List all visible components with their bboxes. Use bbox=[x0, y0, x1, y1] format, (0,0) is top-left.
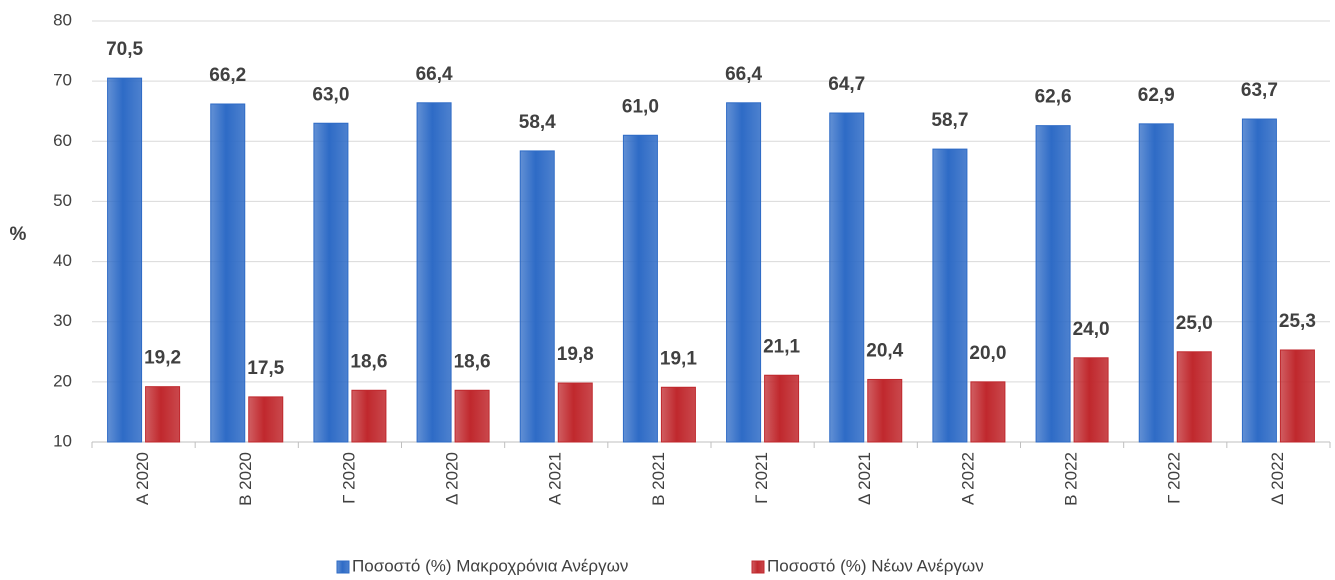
y-axis-title: % bbox=[10, 224, 27, 245]
y-tick-label: 10 bbox=[53, 431, 72, 450]
bar bbox=[1279, 349, 1315, 443]
x-tick-label: Β 2021 bbox=[649, 452, 668, 506]
value-label: 58,7 bbox=[931, 110, 968, 131]
bar bbox=[1138, 123, 1174, 443]
y-tick-label: 30 bbox=[53, 311, 72, 330]
value-label: 63,0 bbox=[312, 84, 349, 105]
value-label: 70,5 bbox=[106, 39, 143, 60]
value-label: 61,0 bbox=[622, 96, 659, 117]
bar bbox=[660, 386, 696, 443]
x-tick-label: Δ 2021 bbox=[855, 452, 874, 505]
bar bbox=[210, 103, 246, 443]
bar bbox=[248, 396, 284, 443]
value-label: 19,1 bbox=[660, 348, 697, 369]
value-label: 66,2 bbox=[209, 65, 246, 86]
value-label: 18,6 bbox=[350, 351, 387, 372]
y-tick-label: 20 bbox=[53, 371, 72, 390]
bar bbox=[519, 150, 555, 443]
y-tick-label: 60 bbox=[53, 131, 72, 150]
value-label: 24,0 bbox=[1073, 319, 1110, 340]
bar bbox=[622, 134, 658, 443]
legend-label: Ποσοστό (%) Νέων Ανέργων bbox=[767, 556, 984, 575]
value-label: 62,9 bbox=[1138, 85, 1175, 106]
bar bbox=[1176, 351, 1212, 443]
y-tick-label: 70 bbox=[53, 71, 72, 90]
x-tick-label: Α 2021 bbox=[546, 452, 565, 505]
value-label: 66,4 bbox=[416, 64, 453, 85]
value-label: 62,6 bbox=[1035, 87, 1072, 108]
value-label: 25,3 bbox=[1279, 311, 1316, 332]
bar bbox=[1241, 118, 1277, 443]
x-tick-label: Δ 2020 bbox=[443, 452, 462, 505]
x-tick-label: Α 2022 bbox=[958, 452, 977, 505]
bar bbox=[867, 378, 903, 443]
legend-label: Ποσοστό (%) Μακροχρόνια Ανέργων bbox=[352, 556, 628, 575]
value-label: 66,4 bbox=[725, 64, 762, 85]
value-label: 18,6 bbox=[454, 351, 491, 372]
bar bbox=[454, 389, 490, 443]
y-tick-label: 50 bbox=[53, 191, 72, 210]
value-label: 63,7 bbox=[1241, 80, 1278, 101]
x-tick-label: Β 2020 bbox=[236, 452, 255, 506]
bar bbox=[351, 389, 387, 443]
value-label: 64,7 bbox=[828, 74, 865, 95]
bar bbox=[1073, 357, 1109, 443]
value-label: 17,5 bbox=[247, 358, 284, 379]
bar bbox=[970, 381, 1006, 443]
value-label: 19,8 bbox=[557, 344, 594, 365]
bar bbox=[107, 77, 143, 443]
value-label: 20,0 bbox=[969, 343, 1006, 364]
bar bbox=[416, 102, 452, 443]
bar bbox=[1035, 125, 1071, 443]
x-tick-label: Α 2020 bbox=[133, 452, 152, 505]
bar bbox=[764, 374, 800, 443]
bar bbox=[313, 122, 349, 443]
y-tick-label: 80 bbox=[53, 10, 72, 29]
value-label: 20,4 bbox=[866, 340, 903, 361]
value-label: 58,4 bbox=[519, 112, 556, 133]
value-label: 19,2 bbox=[144, 348, 181, 369]
x-tick-label: Γ 2020 bbox=[339, 452, 358, 504]
y-tick-label: 40 bbox=[53, 251, 72, 270]
legend-swatch bbox=[751, 560, 765, 574]
bar bbox=[726, 102, 762, 443]
value-label: 21,1 bbox=[763, 336, 800, 357]
x-tick-label: Δ 2022 bbox=[1268, 452, 1287, 505]
bar bbox=[557, 382, 593, 443]
legend-swatch bbox=[336, 560, 350, 574]
x-tick-label: Γ 2021 bbox=[752, 452, 771, 504]
x-tick-label: Β 2022 bbox=[1062, 452, 1081, 506]
bar bbox=[932, 148, 968, 443]
value-label: 25,0 bbox=[1176, 313, 1213, 334]
bar bbox=[829, 112, 865, 443]
x-tick-label: Γ 2022 bbox=[1165, 452, 1184, 504]
bar bbox=[145, 386, 181, 443]
